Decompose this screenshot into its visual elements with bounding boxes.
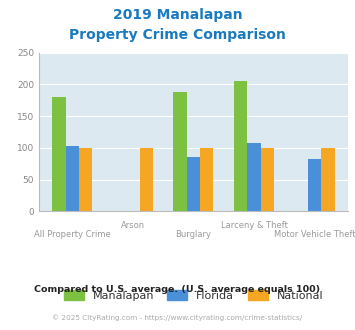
Bar [234, 81, 247, 211]
Text: Property Crime Comparison: Property Crime Comparison [69, 28, 286, 42]
Bar [79, 148, 92, 211]
Bar [200, 148, 213, 211]
Text: Larceny & Theft: Larceny & Theft [220, 221, 288, 230]
Bar [174, 92, 187, 211]
Text: Motor Vehicle Theft: Motor Vehicle Theft [274, 230, 355, 239]
Bar [66, 146, 79, 211]
Legend: Manalapan, Florida, National: Manalapan, Florida, National [64, 290, 323, 301]
Text: Arson: Arson [121, 221, 145, 230]
Text: Compared to U.S. average. (U.S. average equals 100): Compared to U.S. average. (U.S. average … [34, 285, 321, 294]
Bar [247, 143, 261, 211]
Bar [321, 148, 334, 211]
Text: © 2025 CityRating.com - https://www.cityrating.com/crime-statistics/: © 2025 CityRating.com - https://www.city… [53, 314, 302, 321]
Text: All Property Crime: All Property Crime [34, 230, 111, 239]
Bar [53, 97, 66, 211]
Bar [308, 159, 321, 211]
Bar [140, 148, 153, 211]
Text: Burglary: Burglary [175, 230, 212, 239]
Text: 2019 Manalapan: 2019 Manalapan [113, 8, 242, 22]
Bar [261, 148, 274, 211]
Bar [187, 157, 200, 211]
